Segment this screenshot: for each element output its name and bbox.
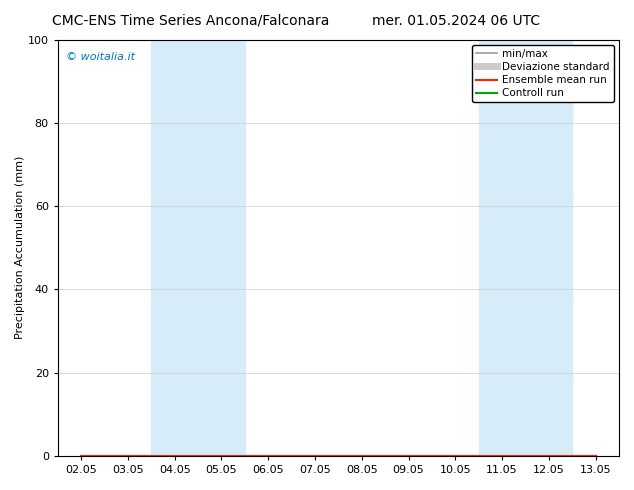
Bar [479,40,573,456]
Text: © woitalia.it: © woitalia.it [66,52,135,62]
Text: mer. 01.05.2024 06 UTC: mer. 01.05.2024 06 UTC [372,14,541,28]
Y-axis label: Precipitation Accumulation (mm): Precipitation Accumulation (mm) [15,156,25,340]
Legend: min/max, Deviazione standard, Ensemble mean run, Controll run: min/max, Deviazione standard, Ensemble m… [472,45,614,102]
Bar [152,40,245,456]
Text: CMC-ENS Time Series Ancona/Falconara: CMC-ENS Time Series Ancona/Falconara [51,14,329,28]
